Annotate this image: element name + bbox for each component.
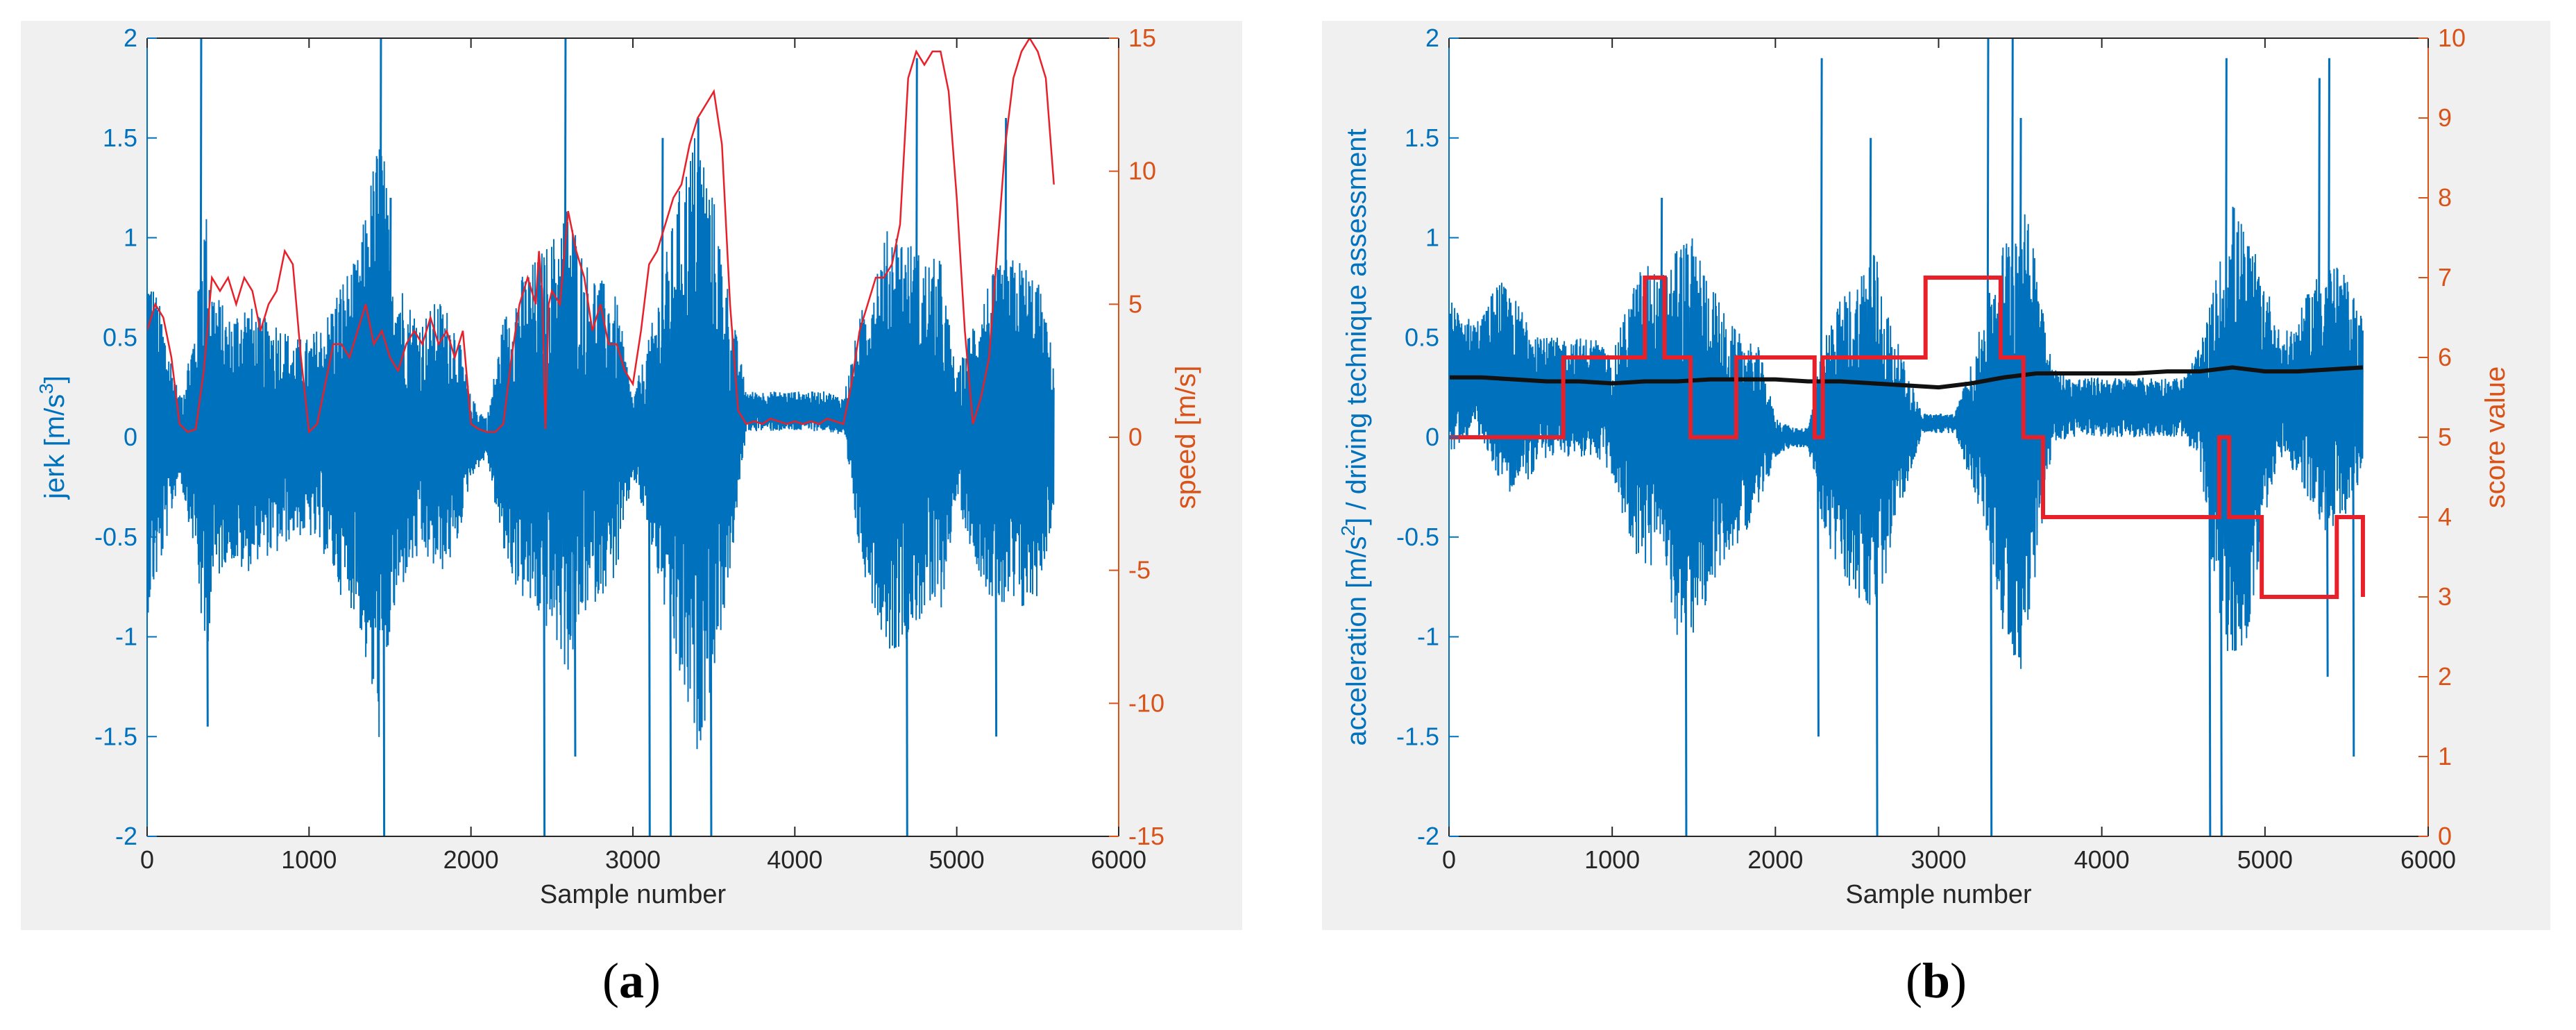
y-right-tick-label: -5 [1128,556,1151,584]
y-left-tick-label: -0.5 [1396,523,1439,551]
jerk-speed-chart: 0 1000 2000 3000 4000 5000 6000 -2 -1.5 -1 -0.5 0 0.… [35,24,1201,909]
y-right-tick-label: 15 [1128,24,1156,52]
acceleration-score-chart: 0 1000 2000 3000 4000 5000 6000 -2 -1.5 -1 -0.5 0 0.… [1337,24,2511,909]
y-axis-left-label-sup: 3 [35,383,57,394]
y-right-tick-label: 7 [2438,263,2452,292]
y-axis-left-label-end: ] / driving technique assessment [1341,128,1372,525]
y-right-tick-label: 9 [2438,103,2452,132]
y-left-tick-label: 0 [1425,423,1439,451]
spike-acceleration-7 [2019,117,2022,438]
chart-panel-b: 0 1000 2000 3000 4000 5000 6000 -2 -1.5 -1 -0.5 0 0.… [1322,21,2550,930]
y-right-tick-label: 4 [2438,503,2452,531]
x-tick-label: 5000 [929,845,985,874]
y-left-tick-label: 0.5 [103,323,137,351]
y-axis-left-label: acceleration [m/s2] / driving technique … [1337,128,1372,745]
x-tick-label: 2000 [1747,845,1803,874]
y-right-tick-label: 0 [1128,423,1142,451]
y-right-tick-label: 1 [2438,742,2452,770]
y-right-tick-label: -15 [1128,822,1164,850]
y-axis-left-label-sup: 2 [1337,525,1359,537]
spike-acceleration-13 [2328,58,2330,398]
y-right-tick-label: 8 [2438,183,2452,212]
caption-a: (a) [602,953,661,1008]
x-axis-label: Sample number [540,880,727,909]
spike-acceleration-5 [1990,421,1993,836]
chart-panel-a: 0 1000 2000 3000 4000 5000 6000 -2 -1.5 -1 -0.5 0 0.… [21,21,1242,930]
spike-acceleration-9 [1660,197,1663,418]
spike-jerk-7 [543,437,546,836]
series-driving-technique-assessment [1449,365,2364,390]
spike-jerk-12 [696,117,700,438]
plot-content [147,38,1055,836]
x-tick-label: 1000 [1584,845,1640,874]
y-left-tick-label: -1 [115,623,137,651]
x-tick-label: 0 [140,845,154,874]
series-score-value [1449,276,2365,599]
x-tick-label: 5000 [2237,845,2293,874]
y-left-tick-label: 0.5 [1405,323,1439,351]
spike-jerk-4 [389,197,392,438]
y-left-tick-label: 2 [1425,24,1439,52]
y-right-tick-label: 10 [1128,157,1156,185]
x-tick-label: 3000 [1910,845,1966,874]
x-tick-label: 6000 [2400,845,2456,874]
x-tick-label: 4000 [2074,845,2130,874]
spike-acceleration-1 [1816,437,1820,737]
y-left-tick-label: -2 [115,822,137,850]
y-right-tick-label: -10 [1128,689,1164,717]
x-axis-label: Sample number [1845,880,2032,909]
spike-jerk-16 [994,437,998,737]
x-tick-label: 1000 [281,845,337,874]
x-tick-label: 6000 [1091,845,1146,874]
spike-acceleration-2 [1869,137,1872,438]
plot-content [1449,38,2365,836]
spike-jerk-10 [669,437,672,836]
y-left-tick-label: 1.5 [1405,124,1439,152]
x-tick-label: 0 [1442,845,1456,874]
spike-jerk-13 [905,437,908,836]
spike-jerk-14 [915,58,918,438]
spike-acceleration-3 [1875,437,1879,836]
y-right-tick-label: 5 [1128,289,1142,318]
spike-acceleration-14 [2325,397,2329,677]
y-right-tick-label: 6 [2438,343,2452,371]
y-left-tick-label: 1 [124,223,137,252]
y-axis-left-label: jerk [m/s3] [35,375,70,500]
spike-acceleration-15 [2352,397,2355,757]
x-tick-label: 4000 [767,845,822,874]
y-axis-right-label: speed [m/s] [1171,366,1201,509]
y-axis-left-label-end: ] [40,375,70,383]
y-right-tick-label: 0 [2438,822,2452,850]
y-axis-right-label: score value [2480,366,2511,509]
caption-b: (b) [1905,953,1967,1008]
y-left-tick-label: -1.5 [94,722,137,750]
series-jerk [147,138,1055,750]
y-left-tick-label: 1.5 [103,124,137,152]
spike-jerk-9 [661,137,664,438]
y-left-tick-label: -2 [1417,822,1439,850]
y-right-tick-label: 5 [2438,423,2452,451]
y-left-tick-label: -1.5 [1396,722,1439,750]
y-axis-left-label-text: acceleration [m/s [1341,536,1372,745]
y-right-tick-label: 2 [2438,662,2452,691]
y-left-tick-label: 0 [124,423,137,451]
y-left-tick-label: -0.5 [94,523,137,551]
y-left-tick-label: -1 [1417,623,1439,651]
x-tick-label: 3000 [605,845,661,874]
x-tick-label: 2000 [443,845,499,874]
spike-jerk-8 [647,437,651,836]
y-right-tick-label: 10 [2438,24,2466,52]
series-speed [147,38,1055,434]
y-left-tick-label: 2 [124,24,137,52]
y-axis-left-label-text: jerk [m/s [40,394,70,500]
spike-jerk-2 [379,38,382,438]
y-right-tick-label: 3 [2438,582,2452,611]
y-left-tick-label: 1 [1425,223,1439,252]
